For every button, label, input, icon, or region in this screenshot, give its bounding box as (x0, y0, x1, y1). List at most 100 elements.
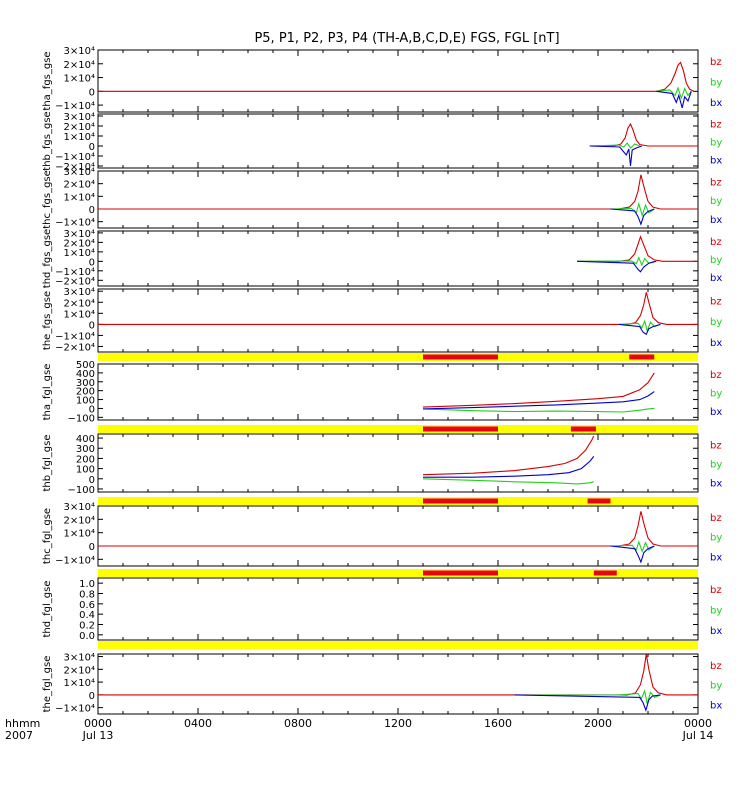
legend-bx: bx (710, 626, 722, 637)
y-axis-label: thb_fgs_gse (42, 111, 53, 170)
y-tick-label: 0.6 (79, 600, 95, 611)
y-tick-label: 3×10⁴ (64, 287, 95, 298)
y-tick-label: 300 (76, 444, 95, 455)
status-bar-background (98, 569, 698, 577)
y-axis-label: the_fgl_gse (42, 656, 53, 713)
y-tick-label: 500 (76, 360, 95, 371)
x-tick-label: 0000 (84, 717, 112, 730)
panel-frame (97, 433, 699, 493)
y-tick-label: −1×10⁴ (55, 152, 95, 163)
legend-by: by (710, 460, 722, 471)
x-date-label: Jul 14 (682, 729, 714, 742)
y-tick-label: −1×10⁴ (55, 331, 95, 342)
series-line-bz (98, 61, 695, 92)
series-line-bx (656, 90, 692, 109)
legend-bx: bx (710, 552, 722, 563)
series-line-bx (610, 545, 655, 564)
legend-bz: bz (710, 296, 722, 307)
x-axis-label-year: 2007 (5, 729, 33, 742)
panel-frame (97, 170, 699, 229)
y-axis-label: thd_fgs_gse (42, 229, 53, 288)
y-tick-label: 1×10⁴ (64, 132, 95, 143)
status-bar-background (98, 353, 698, 361)
legend-bx: bx (710, 700, 722, 711)
panel-frame (97, 288, 699, 353)
legend-bx: bx (710, 215, 722, 226)
panel-frame (97, 230, 699, 287)
x-tick-label: 1600 (484, 717, 512, 730)
series-line-bx (423, 456, 595, 478)
y-tick-label: 3×10⁴ (64, 229, 95, 240)
legend-bz: bz (710, 57, 722, 68)
status-bar-thd_fgl_gse (98, 569, 698, 577)
y-tick-label: 400 (76, 434, 95, 445)
y-tick-label: 0 (89, 142, 95, 153)
legend-bz: bz (710, 513, 722, 524)
y-tick-label: 1×10⁴ (64, 309, 95, 320)
y-tick-label: 1×10⁴ (64, 529, 95, 540)
y-tick-label: −100 (68, 413, 95, 424)
series-line-by (422, 407, 655, 413)
y-tick-label: −1×10⁴ (55, 704, 95, 715)
legend-bx: bx (710, 407, 722, 418)
y-tick-label: 1×10⁴ (64, 678, 95, 689)
x-tick-label: 0000 (684, 717, 712, 730)
panel-frame (97, 113, 699, 169)
series-line-bz (98, 511, 698, 547)
x-tick-label: 1200 (384, 717, 412, 730)
status-segment (423, 426, 498, 432)
y-tick-label: −2×10⁴ (55, 342, 95, 353)
series-line-bz (98, 292, 698, 325)
y-tick-label: −1×10⁴ (55, 267, 95, 278)
series-line-bx (618, 323, 661, 336)
y-tick-label: 3×10⁴ (64, 46, 95, 57)
series-line-by (589, 142, 640, 149)
y-tick-label: 1×10⁴ (64, 192, 95, 203)
y-tick-label: 1×10⁴ (64, 74, 95, 85)
y-tick-label: 300 (76, 378, 95, 389)
legend-bz: bz (710, 370, 722, 381)
y-tick-label: 0 (89, 320, 95, 331)
legend-bx: bx (710, 155, 722, 166)
series-line-bx (610, 208, 655, 226)
y-tick-label: 2×10⁴ (64, 665, 95, 676)
y-tick-label: −1×10⁴ (55, 218, 95, 229)
status-bar-background (98, 425, 698, 433)
y-tick-label: 2×10⁴ (64, 122, 95, 133)
legend-by: by (710, 533, 722, 544)
y-tick-label: 0.0 (79, 631, 95, 642)
y-axis-label: thb_fgl_gse (42, 435, 53, 492)
y-tick-label: 0 (89, 404, 95, 415)
y-tick-label: 0.4 (79, 610, 95, 621)
series-line-bz (98, 174, 698, 210)
y-tick-label: 100 (76, 465, 95, 476)
status-bar-thb_fgl_gse (98, 497, 698, 505)
y-tick-label: 0 (89, 691, 95, 702)
y-tick-label: 100 (76, 396, 95, 407)
series-line-bz (577, 235, 698, 262)
y-tick-label: 3×10⁴ (64, 112, 95, 123)
legend-by: by (710, 389, 722, 400)
legend-bx: bx (710, 338, 722, 349)
y-tick-label: 1×10⁴ (64, 248, 95, 259)
series-line-bz (422, 435, 595, 476)
panel-frame (97, 49, 699, 113)
series-line-by (577, 256, 655, 267)
series-line-bx (514, 694, 661, 712)
x-tick-label: 2000 (584, 717, 612, 730)
y-tick-label: 3×10⁴ (64, 167, 95, 178)
legend-bz: bz (710, 120, 722, 131)
legend-by: by (710, 78, 722, 89)
status-segment (423, 498, 498, 504)
y-tick-label: 0 (89, 205, 95, 216)
panel-frame (97, 505, 699, 567)
legend-bx: bx (710, 479, 722, 490)
y-tick-label: 2×10⁴ (64, 515, 95, 526)
legend-bz: bz (710, 440, 722, 451)
status-bar-the_fgs_gse (98, 353, 698, 361)
